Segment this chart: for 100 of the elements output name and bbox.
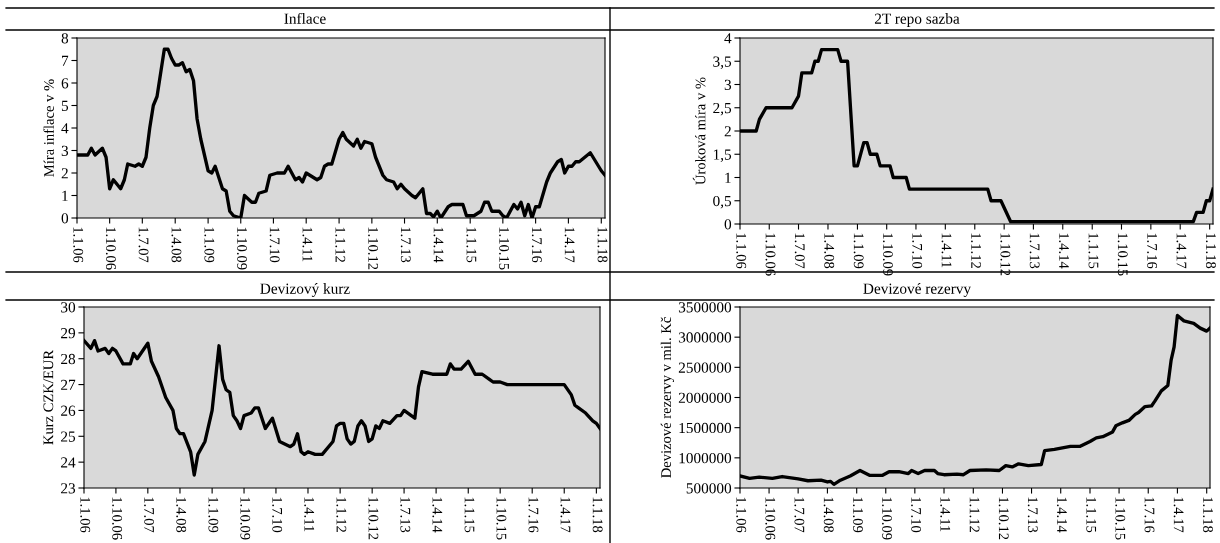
x-tick-label: 1.4.14 [1057,497,1067,533]
y-axis-title: Kurz CZK/EUR [43,349,54,445]
x-tick-label: 1.4.17 [564,227,575,263]
x-tick-label: 1.1.12 [971,233,981,268]
x-tick-label: 1.4.17 [1176,233,1187,269]
x-tick-label: 1.4.11 [304,497,315,532]
x-tick-label: 1.7.10 [272,497,283,533]
y-axis-title: Míra inflace v % [43,79,54,177]
x-tick-label: 1.10.15 [1117,233,1128,276]
x-tick-label: 1.10.12 [998,497,1009,540]
x-tick-label: 1.1.12 [335,227,346,262]
x-tick-label: 1.7.07 [794,233,805,269]
x-tick-label: 1.1.09 [853,233,864,269]
y-tick-label: 1 [725,172,731,183]
x-tick-label: 1.10.09 [882,497,892,540]
y-tick-label: 1,5 [713,149,732,162]
x-tick-label: 1.7.10 [911,497,922,533]
y-tick-label: 4 [724,33,732,44]
x-tick-label: 1.10.15 [499,227,510,270]
y-axis-title: Úroková míra v % [692,77,706,185]
x-tick-label: 1.4.08 [823,497,834,533]
x-tick-label: 1.10.06 [765,233,776,276]
x-tick-label: 1.4.14 [433,227,444,263]
x-tick-label: 1.1.15 [466,227,477,263]
x-tick-label: 1.10.15 [496,497,507,540]
x-tick-label: 1.1.06 [73,227,84,263]
y-tick-label: 3500000 [678,302,732,313]
x-tick-label: 1.1.18 [592,497,603,533]
y-tick-label: 28 [61,353,76,365]
x-tick-label: 1.7.07 [144,497,155,533]
x-tick-label: 1.1.15 [464,497,475,533]
x-tick-label: 1.7.16 [531,227,542,263]
y-tick-label: 2500000 [678,362,732,373]
x-tick-label: 1.7.10 [912,233,923,269]
y-tick-label: 0 [724,219,732,230]
x-tick-label: 1.7.13 [1029,233,1040,269]
x-tick-label: 1.1.09 [208,497,219,533]
x-tick-label: 1.1.18 [1202,497,1213,533]
y-tick-label: 7 [62,55,69,66]
x-tick-label: 1.10.06 [105,227,116,270]
x-tick-label: 1.1.09 [204,227,215,263]
x-tick-label: 1.7.10 [269,227,280,263]
y-tick-label: 500000 [686,483,732,494]
y-tick-label: 25 [61,431,76,442]
x-tick-label: 1.4.11 [941,233,952,268]
y-tick-label: 30 [61,302,76,313]
x-tick-label: 1.10.12 [368,497,379,540]
x-tick-label: 1.4.08 [176,497,187,533]
y-tick-label: 1 [62,190,68,201]
x-tick-label: 1.7.07 [138,227,149,263]
x-tick-label: 1.1.06 [736,497,747,533]
x-tick-label: 1.1.06 [736,233,747,269]
x-tick-label: 1.10.09 [240,497,251,540]
y-tick-label: 3 [724,79,732,90]
chart-title: 2T repo sazba [874,13,960,27]
x-tick-label: 1.4.14 [432,497,443,533]
y-tick-label: 2 [724,126,731,137]
x-tick-label: 1.1.12 [969,497,980,532]
x-tick-label: 1.4.17 [1173,497,1184,533]
x-tick-label: 1.10.09 [237,227,247,270]
y-tick-label: 6 [61,78,69,89]
x-tick-label: 1.10.09 [882,233,893,276]
x-tick-label: 1.1.18 [597,227,608,263]
y-tick-label: 27 [61,379,76,390]
y-tick-label: 24 [61,457,76,468]
y-tick-label: 3000000 [678,332,732,343]
x-tick-label: 1.4.17 [560,497,571,533]
y-tick-label: 3,5 [713,56,732,69]
y-tick-label: 2000000 [678,392,732,403]
y-tick-label: 8 [61,33,69,44]
y-tick-label: 0 [61,213,69,224]
chart-title: Devizové rezervy [863,283,972,297]
x-tick-label: 1.4.11 [940,497,951,532]
x-tick-label: 1.7.16 [1144,497,1155,533]
chart-title: Devizový kurz [260,283,350,297]
x-tick-label: 1.1.15 [1088,233,1099,269]
y-tick-label: 5 [61,100,69,111]
x-tick-label: 1.7.16 [1147,233,1157,269]
x-tick-label: 1.7.07 [794,497,805,533]
x-tick-label: 1.4.08 [171,227,182,263]
x-tick-label: 1.7.13 [1027,497,1038,533]
x-tick-label: 1.10.12 [1000,233,1011,276]
y-tick-label: 29 [61,328,76,339]
y-tick-label: 3 [61,145,69,156]
x-tick-label: 1.10.06 [112,497,123,540]
x-tick-label: 1.4.14 [1059,233,1069,269]
y-tick-label: 26 [61,405,76,416]
y-tick-label: 1000000 [679,452,732,464]
y-tick-label: 23 [61,483,76,494]
x-tick-label: 1.1.15 [1086,497,1097,533]
x-tick-label: 1.1.18 [1205,233,1216,269]
y-tick-label: 2,5 [713,102,732,116]
x-tick-label: 1.7.13 [400,227,411,263]
x-tick-label: 1.1.09 [852,497,863,533]
y-tick-label: 1500000 [679,422,732,434]
y-tick-label: 4 [61,123,69,134]
y-tick-label: 2 [61,168,68,179]
chart-title: Inflace [284,12,326,24]
x-tick-label: 1.10.12 [368,227,379,270]
x-tick-label: 1.10.15 [1115,497,1126,540]
